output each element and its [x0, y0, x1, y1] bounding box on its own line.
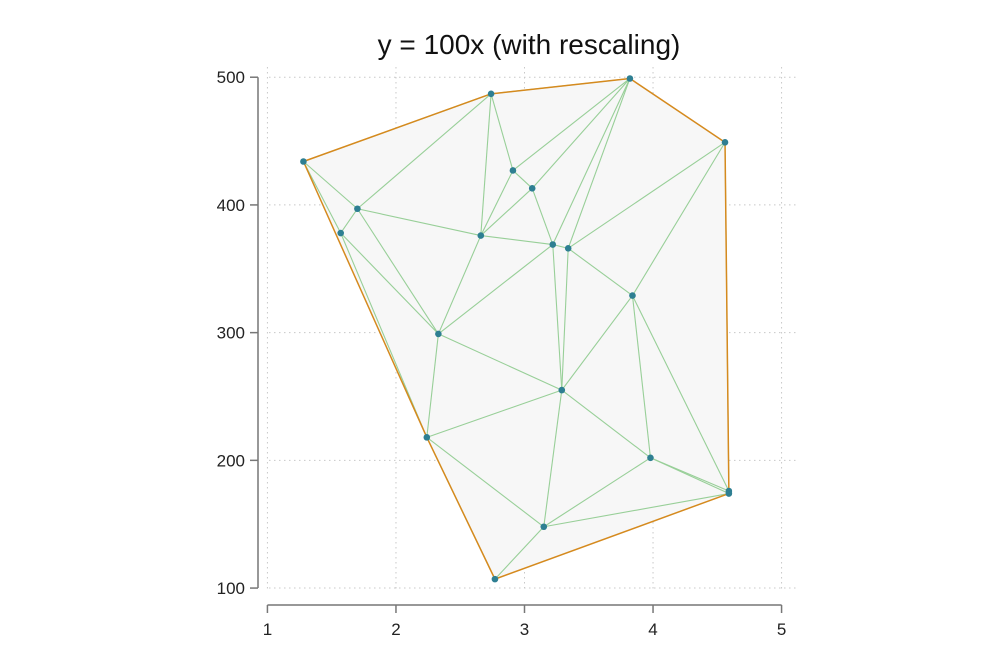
triangulation-edge [480, 170, 514, 236]
triangulation-edge [480, 187, 533, 236]
y-tick-label: 200 [217, 451, 245, 470]
hull-fill-polygon [303, 78, 729, 580]
triangulation-edge [567, 247, 633, 297]
y-tick-label: 500 [217, 68, 245, 87]
triangulation-edge [561, 295, 633, 391]
data-point [721, 139, 729, 146]
triangulation-edge [543, 493, 729, 528]
triangulation-edge [480, 93, 492, 236]
triangulation-edge [512, 170, 533, 189]
triangulation-edge [340, 232, 428, 438]
triangulation-edge [426, 333, 439, 438]
triangulation-edge [650, 457, 730, 495]
hull-fill [303, 78, 729, 580]
data-point [491, 575, 499, 583]
data-point [509, 167, 517, 174]
triangulation-edge [357, 208, 481, 237]
triangulation-edge [552, 244, 563, 391]
triangulation-edge [340, 208, 358, 234]
triangulation-edge [631, 295, 652, 458]
data-point [528, 185, 536, 192]
triangulation-edge [437, 235, 482, 335]
data-point [647, 454, 654, 462]
data-point [487, 90, 495, 98]
x-tick-label: 2 [391, 620, 400, 639]
triangulation-edge [340, 232, 439, 335]
x-tick-label: 5 [777, 620, 786, 639]
triangulation-edge [567, 141, 726, 249]
data-point [725, 490, 733, 497]
triangulation-edge [531, 188, 554, 245]
data-point [337, 229, 344, 237]
x-tick-label: 3 [520, 620, 529, 639]
data-point [626, 75, 634, 82]
data-point [354, 205, 361, 213]
x-tick-label: 1 [263, 620, 272, 639]
triangulation-edge [561, 389, 651, 459]
triangulation-edges [302, 77, 730, 580]
y-tick-label: 300 [217, 324, 245, 343]
triangulation-edge [438, 333, 563, 391]
triangulation-edge [426, 389, 562, 438]
data-point [540, 523, 548, 531]
data-point [300, 158, 307, 165]
triangulation-edge [561, 248, 569, 391]
triangulation-edge [303, 161, 358, 210]
triangulation-edge [567, 78, 631, 249]
triangulation-edge [302, 161, 342, 234]
data-point [558, 386, 566, 394]
chart-title: y = 100x (with rescaling) [378, 29, 681, 60]
triangulation-edge [490, 93, 514, 171]
triangulation-edge [631, 142, 726, 296]
triangulation-edge [543, 457, 651, 528]
triangulation-edge [552, 78, 631, 245]
triangulation-edge [357, 93, 492, 210]
x-tick-label: 4 [648, 620, 657, 639]
data-point [477, 232, 485, 239]
y-tick-label: 400 [217, 196, 245, 215]
triangulation-edge [543, 390, 563, 527]
data-point [435, 330, 442, 338]
data-points [300, 75, 733, 583]
triangulation-edge [512, 78, 631, 171]
triangulation-edge [494, 526, 545, 580]
data-point [629, 292, 636, 299]
triangulation-edge [426, 436, 545, 528]
data-point [423, 434, 431, 441]
triangulation-edge [438, 244, 554, 335]
data-point [564, 245, 572, 252]
data-point [549, 241, 557, 248]
triangulation-edge [531, 78, 631, 189]
y-tick-label: 100 [217, 579, 245, 598]
axes: 100 200 300 400 500 1 2 3 4 5 [217, 68, 787, 639]
triangulation-edge [356, 208, 439, 335]
triangulation-edge [480, 235, 553, 246]
triangulation-edge [631, 295, 730, 492]
